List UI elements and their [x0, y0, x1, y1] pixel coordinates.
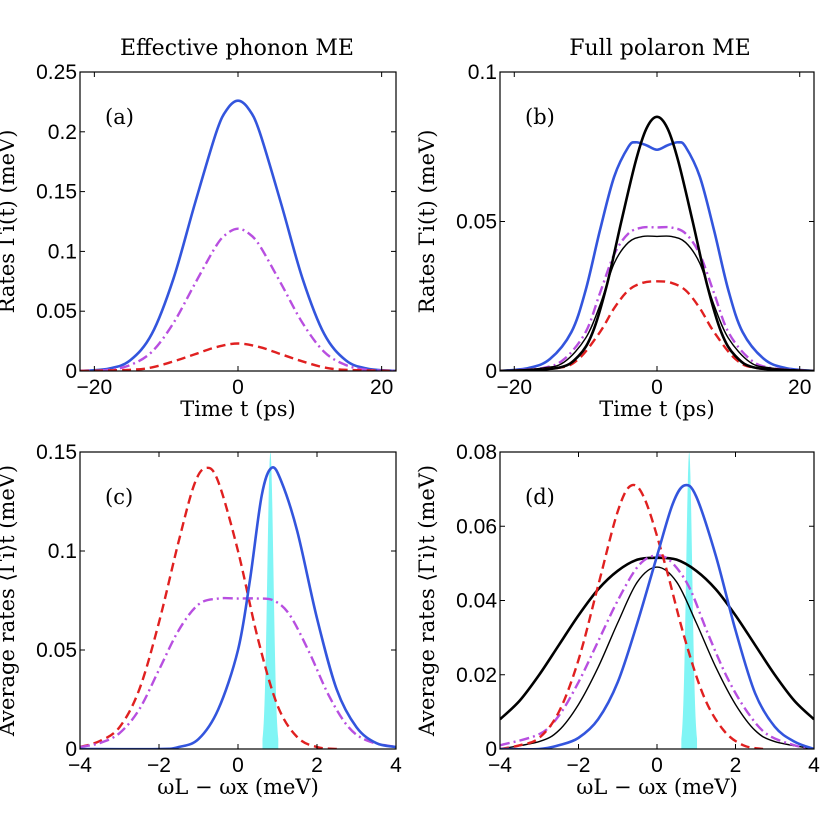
panel-label: (b) — [525, 105, 555, 129]
series-blue-solid — [500, 140, 814, 371]
laser-spectrum-fill — [681, 452, 698, 749]
panel-d: −4 −2 0 2 4 0 0.02 0.04 0.06 0.08 (d) ωL − ωx (meV)… — [415, 441, 820, 799]
y-tick-label: 0.25 — [36, 61, 77, 84]
series-black-thick — [500, 556, 814, 721]
series-purple-dash-dot — [500, 554, 814, 749]
y-tick-label: 0.15 — [36, 181, 77, 204]
x-axis-label: Time t (ps) — [599, 397, 714, 421]
series-black-thick — [500, 115, 814, 371]
y-axis-label: Rates Γi(t) (meV) — [415, 130, 439, 314]
column-title-right: Full polaron ME — [569, 36, 751, 61]
y-tick-label: 0.04 — [456, 590, 497, 613]
series-red-dashed — [80, 466, 337, 749]
series-red-dashed — [500, 483, 764, 749]
y-tick-label: 0.1 — [48, 540, 77, 563]
x-axis-label: ωL − ωx (meV) — [576, 775, 738, 799]
panel-label: (d) — [525, 485, 555, 509]
x-tick-label: 0 — [651, 754, 663, 777]
series-purple-dash-dot — [80, 227, 396, 371]
x-tick-label: 20 — [370, 376, 393, 399]
y-tick-label: 0.15 — [36, 441, 77, 464]
x-tick-label: −4 — [488, 754, 512, 777]
x-tick-label: −2 — [147, 754, 171, 777]
y-tick-label: 0.06 — [456, 515, 497, 538]
y-axis-label: Average rates ⟨Γi⟩t (meV) — [415, 465, 439, 737]
panel-c: −4 −2 0 2 4 0 0.05 0.1 0.15 (c) ωL − ωx (meV) Avera… — [0, 441, 402, 799]
x-tick-label: −4 — [68, 754, 92, 777]
x-tick-label: 2 — [730, 754, 742, 777]
y-tick-label: 0 — [65, 738, 77, 761]
x-tick-label: 0 — [651, 376, 663, 399]
x-tick-label: −20 — [77, 376, 113, 399]
panel-label: (c) — [105, 485, 133, 509]
x-tick-label: 20 — [788, 376, 811, 399]
plot-area — [80, 452, 396, 749]
y-tick-label: 0.08 — [456, 441, 497, 464]
y-tick-label: 0.05 — [456, 211, 497, 234]
plot-area — [500, 452, 814, 749]
column-title-left: Effective phonon ME — [120, 36, 354, 61]
y-tick-label: 0.2 — [48, 121, 77, 144]
series-red-dashed — [500, 280, 814, 371]
series-black-thin — [500, 235, 814, 371]
y-tick-label: 0 — [65, 360, 77, 383]
y-tick-label: 0 — [485, 360, 497, 383]
y-tick-label: 0.1 — [468, 61, 497, 84]
y-tick-label: 0.1 — [48, 240, 77, 263]
plot-area — [80, 99, 396, 371]
y-tick-label: 0.02 — [456, 664, 497, 687]
x-tick-label: −2 — [567, 754, 591, 777]
series-black-thin — [500, 566, 814, 749]
x-tick-label: 4 — [808, 754, 820, 777]
x-tick-label: 0 — [232, 754, 244, 777]
x-tick-label: −20 — [496, 376, 532, 399]
series-blue-solid — [80, 466, 396, 749]
x-axis-label: Time t (ps) — [180, 397, 295, 421]
y-axis-label: Average rates ⟨Γi⟩t (meV) — [0, 465, 19, 737]
series-blue-solid — [500, 483, 814, 749]
x-tick-label: 0 — [232, 376, 244, 399]
series-red-dashed — [80, 342, 396, 371]
series-blue-solid — [80, 99, 396, 371]
x-axis-label: ωL − ωx (meV) — [157, 775, 319, 799]
series-purple-dash-dot — [80, 596, 396, 749]
x-tick-label: 2 — [311, 754, 323, 777]
y-tick-label: 0.05 — [36, 300, 77, 323]
y-tick-label: 0 — [485, 738, 497, 761]
x-tick-label: 4 — [390, 754, 402, 777]
panel-label: (a) — [105, 105, 134, 129]
y-tick-label: 0.05 — [36, 639, 77, 662]
series-purple-dash-dot — [500, 225, 814, 371]
y-axis-label: Rates Γi(t) (meV) — [0, 130, 19, 314]
plot-area — [500, 115, 814, 371]
